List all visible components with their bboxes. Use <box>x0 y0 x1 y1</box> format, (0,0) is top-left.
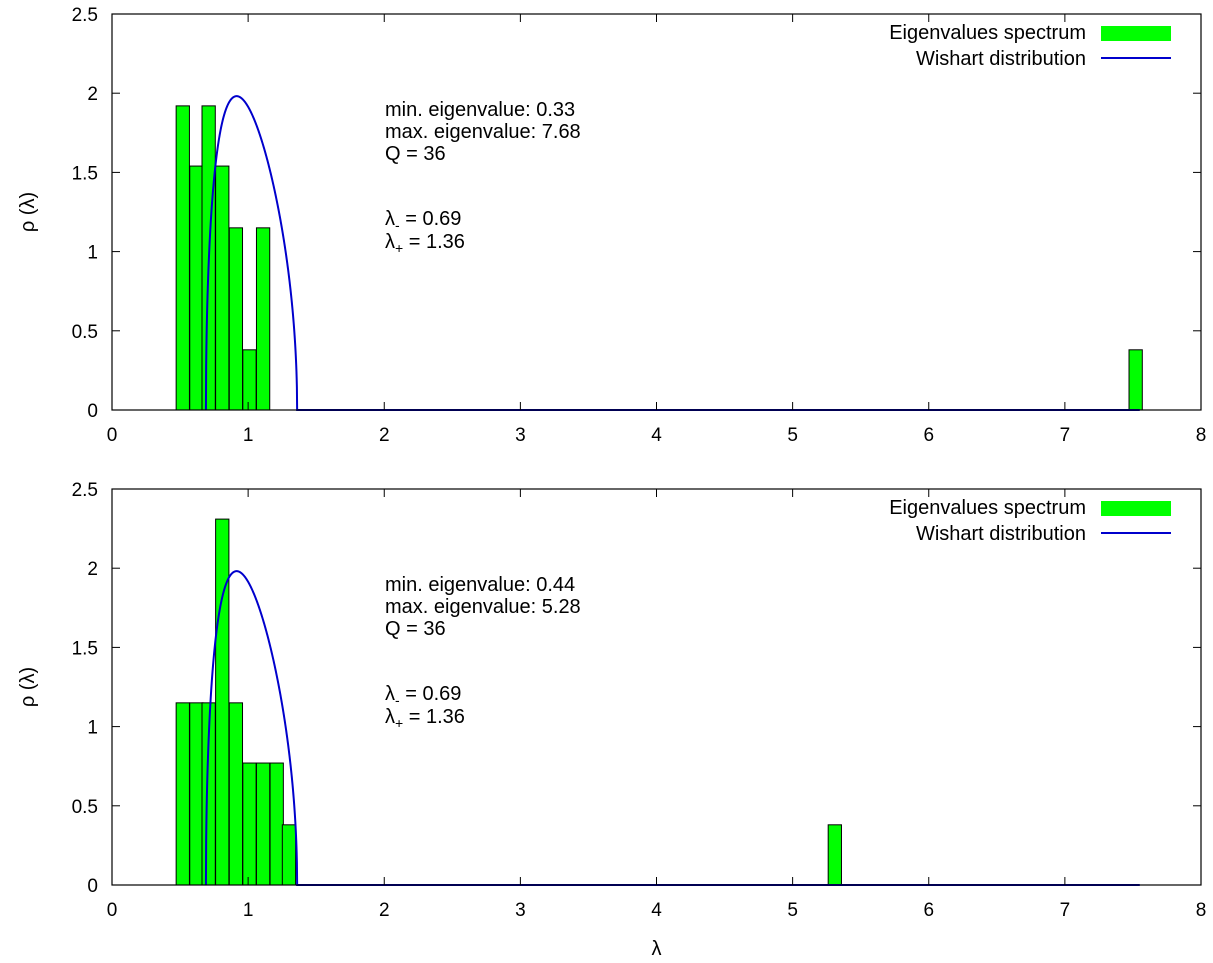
y-tick-label: 0.5 <box>72 797 98 818</box>
lambda-symbol: λ <box>385 683 395 705</box>
histogram-bar <box>228 702 244 886</box>
histogram-bar <box>175 702 190 886</box>
lambda-plus-value: = 1.36 <box>403 706 465 728</box>
y-tick-label: 0.5 <box>72 322 98 343</box>
histogram-bar <box>215 165 230 411</box>
legend: Eigenvalues spectrum Wishart distribution <box>889 497 1171 545</box>
lambda-symbol: λ <box>385 231 395 253</box>
legend-label-wishart: Wishart distribution <box>916 48 1086 70</box>
lambda-minus-subscript: - <box>395 692 400 708</box>
x-tick-label: 5 <box>787 425 798 446</box>
lambda-minus-subscript: - <box>395 217 400 233</box>
y-tick-label: 2 <box>87 84 98 105</box>
legend-swatch-spectrum <box>1101 26 1171 41</box>
legend: Eigenvalues spectrum Wishart distribution <box>889 22 1171 70</box>
x-tick-label: 7 <box>1060 425 1071 446</box>
histogram-bar <box>228 227 244 411</box>
x-tick-label: 6 <box>923 900 934 921</box>
histogram-bar <box>1128 349 1143 411</box>
y-tick-label: 1 <box>87 243 98 264</box>
lambda-symbol: λ <box>385 706 395 728</box>
legend-label-spectrum: Eigenvalues spectrum <box>889 497 1086 519</box>
histogram-bar <box>215 518 230 886</box>
legend-label-spectrum: Eigenvalues spectrum <box>889 22 1086 44</box>
histogram-bar <box>242 349 257 411</box>
x-tick-label: 4 <box>651 425 662 446</box>
chart-panel-2: 0 1 2 3 4 5 6 7 8 0 0.5 1 1.5 2 2.5 ρ (λ) λ Eigenvalues s… <box>17 480 1206 960</box>
x-tick-label: 4 <box>651 900 662 921</box>
lambda-minus-value: = 0.69 <box>400 208 462 230</box>
annotation-q: Q = 36 <box>385 143 446 165</box>
y-tick-label: 0 <box>87 876 98 897</box>
lambda-symbol: λ <box>385 208 395 230</box>
legend-swatch-spectrum <box>1101 501 1171 516</box>
legend-label-wishart: Wishart distribution <box>916 523 1086 545</box>
y-tick-label: 0 <box>87 401 98 422</box>
x-tick-label: 8 <box>1196 900 1207 921</box>
annotation-min-eigenvalue: min. eigenvalue: 0.33 <box>385 99 575 121</box>
wishart-curve <box>204 570 1140 886</box>
y-tick-label: 2.5 <box>72 5 98 26</box>
chart-panel-1: 0 1 2 3 4 5 6 7 8 0 0.5 1 1.5 2 2.5 ρ (λ) Eigenvalues sp… <box>17 5 1206 446</box>
histogram-bar <box>269 762 284 886</box>
annotation-lambda-plus: λ+ = 1.36 <box>385 231 465 256</box>
annotation-max-eigenvalue: max. eigenvalue: 7.68 <box>385 121 581 143</box>
x-tick-label: 3 <box>515 425 526 446</box>
lambda-plus-subscript: + <box>395 715 403 731</box>
x-tick-label: 2 <box>379 900 390 921</box>
annotation-lambda-minus: λ- = 0.69 <box>385 683 461 708</box>
x-tick-label: 3 <box>515 900 526 921</box>
annotation-q: Q = 36 <box>385 618 446 640</box>
wishart-curve <box>204 95 1140 411</box>
x-tick-label: 2 <box>379 425 390 446</box>
histogram-bar <box>255 762 271 886</box>
y-axis-label: ρ (λ) <box>17 192 39 232</box>
x-tick-label: 8 <box>1196 425 1207 446</box>
y-axis-label: ρ (λ) <box>17 667 39 707</box>
lambda-plus-subscript: + <box>395 240 403 256</box>
histogram-bar <box>281 824 297 886</box>
x-tick-label: 0 <box>107 900 118 921</box>
lambda-plus-value: = 1.36 <box>403 231 465 253</box>
annotation-max-eigenvalue: max. eigenvalue: 5.28 <box>385 596 581 618</box>
y-tick-label: 2.5 <box>72 480 98 501</box>
x-axis-label: λ <box>652 938 662 960</box>
y-tick-label: 1.5 <box>72 638 98 659</box>
x-tick-label: 1 <box>243 425 254 446</box>
x-tick-label: 0 <box>107 425 118 446</box>
plot-frame <box>111 13 1202 411</box>
annotation-lambda-plus: λ+ = 1.36 <box>385 706 465 731</box>
x-tick-label: 6 <box>923 425 934 446</box>
annotation-lambda-minus: λ- = 0.69 <box>385 208 461 233</box>
y-tick-label: 2 <box>87 559 98 580</box>
histogram-bar <box>255 227 271 411</box>
y-tick-label: 1.5 <box>72 163 98 184</box>
histogram-bar <box>827 824 842 886</box>
x-tick-label: 7 <box>1060 900 1071 921</box>
y-tick-label: 1 <box>87 718 98 739</box>
histogram-bar <box>175 105 190 411</box>
lambda-minus-value: = 0.69 <box>400 683 462 705</box>
histogram-bar <box>189 702 204 886</box>
histogram-bar <box>189 165 204 411</box>
x-tick-label: 1 <box>243 900 254 921</box>
annotation-min-eigenvalue: min. eigenvalue: 0.44 <box>385 574 575 596</box>
x-tick-label: 5 <box>787 900 798 921</box>
histogram-bar <box>242 762 257 886</box>
